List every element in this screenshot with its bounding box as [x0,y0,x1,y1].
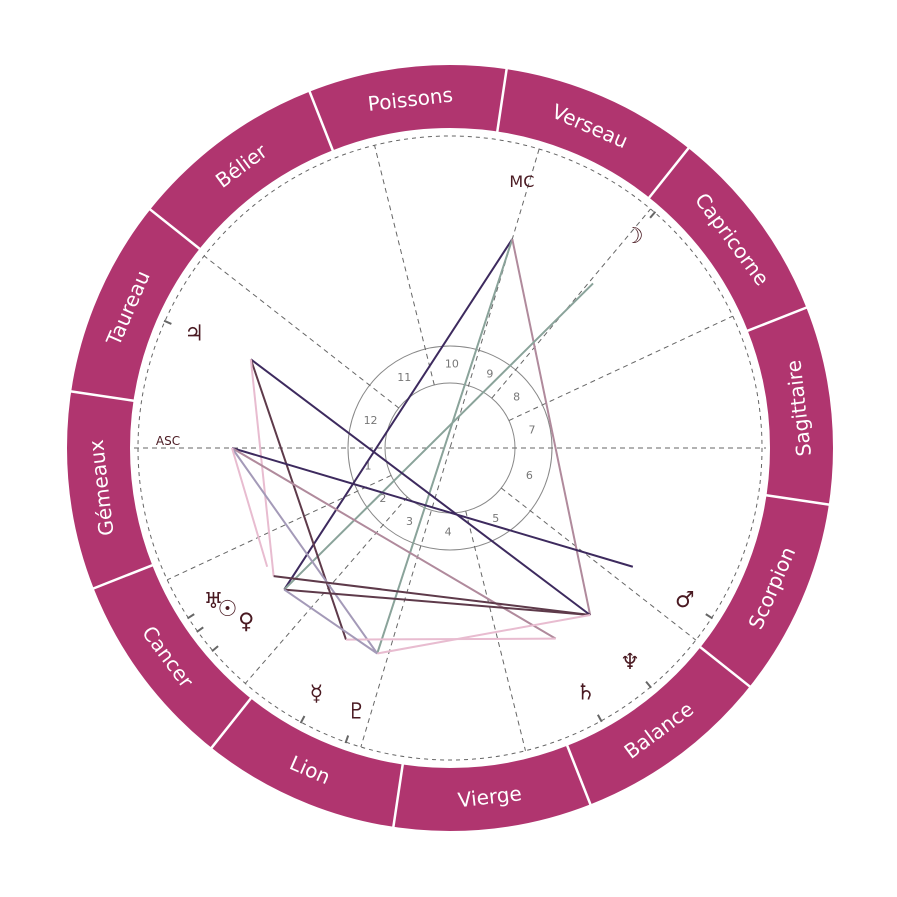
aspect-line-mercury-saturn [345,637,556,641]
angle-labels: MC ASC [156,172,535,448]
house-number: 8 [513,390,520,403]
sign-separator [745,305,809,333]
house-number: 9 [486,368,493,381]
aspect-line-mc-venus [283,238,514,591]
house-cusp-line [500,487,697,641]
neptune-tick [645,681,652,689]
house-cusp-line [465,510,526,751]
sign-separator [307,89,335,153]
sign-separator [565,743,593,807]
house-number: 6 [526,469,533,482]
zodiac-ring: BélierTaureauGémeauxCancerLionViergeBala… [67,65,833,831]
aspect-line-asc-saturn [231,447,557,640]
house-number: 5 [492,512,499,525]
aspect-lines [231,238,634,655]
venus-icon: ♀ [238,610,254,635]
house-cusp-line [203,255,400,409]
aspect-line-mc-neptune [511,238,592,616]
sign-separator [91,563,155,591]
saturn-icon: ♄ [576,680,596,705]
house-number: 4 [445,525,452,538]
venus-tick [211,645,219,653]
aspect-line-venus-pluto [283,588,378,655]
aspect-line-sun-neptune [273,575,591,616]
saturn-tick [596,714,603,723]
sign-separator [147,207,202,252]
house-number: 1 [364,460,371,473]
jupiter-tick [163,319,172,325]
mars-icon: ♂ [675,588,695,613]
sign-separator [209,696,254,751]
aspect-line-asc-mars [231,447,634,568]
mars-tick [705,613,714,620]
moon-icon: ☽ [624,224,644,249]
house-number: 12 [364,414,378,427]
aspect-line-pluto-neptune [377,614,591,655]
aspect-line-venus-neptune [284,588,591,616]
sign-separator [698,644,753,689]
sign-separator [69,389,136,403]
house-number: 11 [397,371,411,384]
moon-tick [649,211,657,219]
house-cusp-line [167,475,392,581]
house-number: 10 [445,358,459,371]
mc-label: MC [509,172,534,191]
house-cusp-line [374,145,435,386]
mercury-icon: ☿ [310,682,324,707]
uranus-tick [186,613,195,620]
aspect-line-asc-pluto [231,447,379,655]
sign-separator [646,145,691,200]
sun-tick [196,626,204,633]
sign-separator [495,67,509,134]
mercury-tick [299,715,306,724]
sun-icon: ☉ [218,597,238,622]
pluto-icon: ♇ [347,699,367,724]
house-number: 7 [529,423,536,436]
aspect-line-moon-venus [283,282,594,591]
sign-separator [764,493,831,507]
aspect-line-jupiter-neptune [250,358,591,616]
jupiter-icon: ♃ [184,322,204,347]
aspect-line-jupiter-sun [249,359,275,577]
aspect-line-asc-uranus [231,447,269,568]
planet-glyphs: ☽ ♃ ♂ ♆ ♄ ♇ ☿ ♀☉♅ [163,211,714,744]
pluto-tick [344,735,350,744]
uranus-icon: ♅ [204,589,224,614]
neptune-icon: ♆ [620,650,640,675]
house-number: 3 [406,515,413,528]
asc-label: ASC [156,434,180,448]
zodiac-band [67,65,833,831]
house-number: 2 [379,492,386,505]
sign-separator [391,762,405,829]
house-cusp-line [508,315,733,421]
aspect-line-mc-pluto [376,238,514,654]
